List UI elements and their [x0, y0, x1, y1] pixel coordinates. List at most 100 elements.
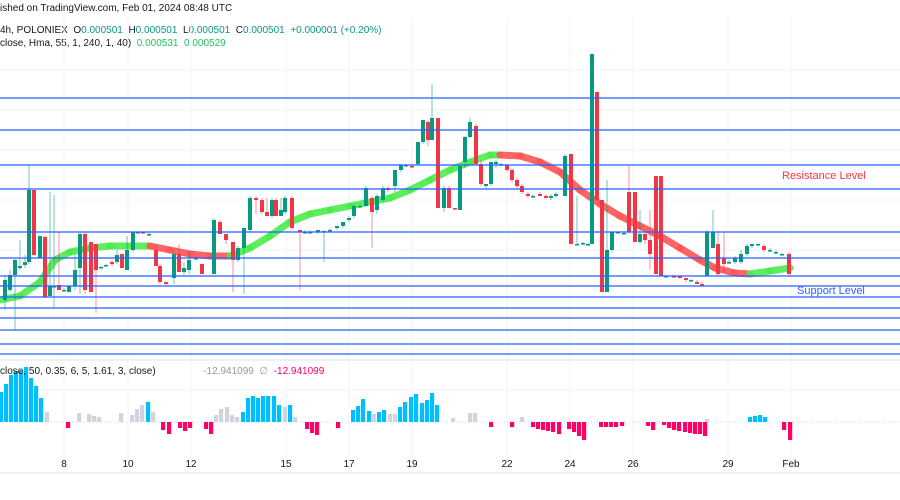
candle-up [733, 258, 737, 262]
histogram-bar [753, 416, 758, 422]
candle-up [125, 250, 129, 270]
x-tick-label: 8 [61, 459, 67, 470]
histogram-bar [520, 417, 525, 422]
candle-up [458, 166, 462, 210]
histogram-bar [398, 407, 403, 422]
candle-up [8, 275, 12, 290]
histogram-bar [748, 417, 753, 422]
close-value: 0.000501 [243, 25, 285, 36]
histogram-bar [614, 422, 619, 427]
candle-down [526, 194, 530, 196]
candle-down [410, 166, 414, 168]
candle-up [442, 188, 446, 208]
hma-band [16, 278, 44, 300]
histogram-bar [119, 413, 124, 422]
candle-up [750, 244, 754, 246]
candle-up [212, 220, 216, 274]
candle-down [453, 208, 457, 210]
histogram-bar [763, 417, 768, 422]
histogram-bar [251, 396, 256, 422]
candle-down [787, 254, 791, 274]
candle-up [774, 252, 778, 254]
histogram-bar [283, 407, 288, 422]
published-caption: ished on TradingView.com, Feb 01, 2024 0… [0, 3, 232, 14]
histogram-bar [662, 422, 667, 425]
histogram-bar [204, 422, 209, 429]
candle-up [347, 218, 351, 220]
candle-up [328, 230, 332, 232]
candle-down [447, 188, 451, 208]
histogram-bar [473, 413, 478, 422]
x-tick-label: 29 [722, 459, 734, 470]
candle-up [352, 206, 356, 216]
hma-band [466, 151, 494, 166]
candle-down [659, 176, 663, 276]
candle-down [436, 118, 440, 208]
candle-up [494, 162, 498, 164]
histogram-bar [241, 412, 246, 422]
candle-up [705, 232, 709, 276]
x-tick-label: Feb [782, 459, 800, 470]
candle-up [745, 246, 749, 254]
hma-label: close, Hma, 55, 1, 240, 1, 40) [0, 38, 132, 49]
candle-down [654, 176, 658, 274]
candle-up [563, 156, 567, 196]
candle-up [590, 54, 594, 244]
candle-up [375, 196, 379, 210]
candle-up [38, 236, 42, 258]
close-label: C [235, 25, 244, 36]
candle-up [463, 137, 467, 162]
histogram-bar [705, 419, 710, 422]
candle-up [581, 243, 585, 245]
candle-up [147, 234, 151, 236]
histogram-bar [135, 409, 140, 422]
candle-up [48, 286, 52, 296]
x-tick-label: 22 [501, 459, 513, 470]
candle-up [531, 196, 535, 198]
oscillator-value-gray: -12.941099 [203, 366, 254, 377]
candle-up [23, 262, 27, 265]
histogram-bar [572, 422, 577, 432]
candle-up [3, 280, 7, 300]
histogram-bar [246, 398, 251, 422]
candle-up [242, 228, 246, 248]
histogram-bar [230, 415, 235, 422]
histogram-bar [315, 422, 320, 435]
histogram-bar [77, 413, 82, 422]
histogram-bar [361, 399, 366, 422]
histogram-bar [336, 422, 341, 428]
candle-up [381, 188, 385, 200]
candle-down [762, 246, 766, 250]
hma-band [766, 264, 794, 275]
histogram-bar [693, 422, 698, 434]
candle-up [279, 210, 283, 216]
candle-down [700, 284, 704, 286]
candle-up [416, 142, 420, 164]
low-label: L [182, 25, 189, 36]
candle-down [569, 154, 573, 244]
candle-up [399, 165, 403, 170]
candle-down [231, 242, 235, 260]
candle-down [94, 244, 98, 270]
candle-down [538, 194, 542, 196]
histogram-bar [409, 397, 414, 422]
candle-up [131, 232, 135, 250]
candle-down [648, 240, 652, 254]
candle-down [298, 230, 302, 232]
histogram-bar [425, 400, 430, 422]
hma-value-2: 0.000529 [184, 38, 226, 49]
histogram-bar [266, 396, 271, 422]
histogram-bar [209, 422, 214, 434]
histogram-bar [161, 422, 166, 430]
histogram-bar [188, 422, 193, 428]
histogram-bar [151, 412, 156, 422]
high-label: H [128, 25, 136, 36]
x-tick-label: 26 [627, 459, 639, 470]
candle-down [110, 262, 114, 264]
candle-up [430, 118, 434, 140]
histogram-bar [403, 402, 408, 422]
candle-down [274, 200, 278, 216]
histogram-bar [214, 415, 219, 422]
histogram-bar [782, 422, 787, 430]
